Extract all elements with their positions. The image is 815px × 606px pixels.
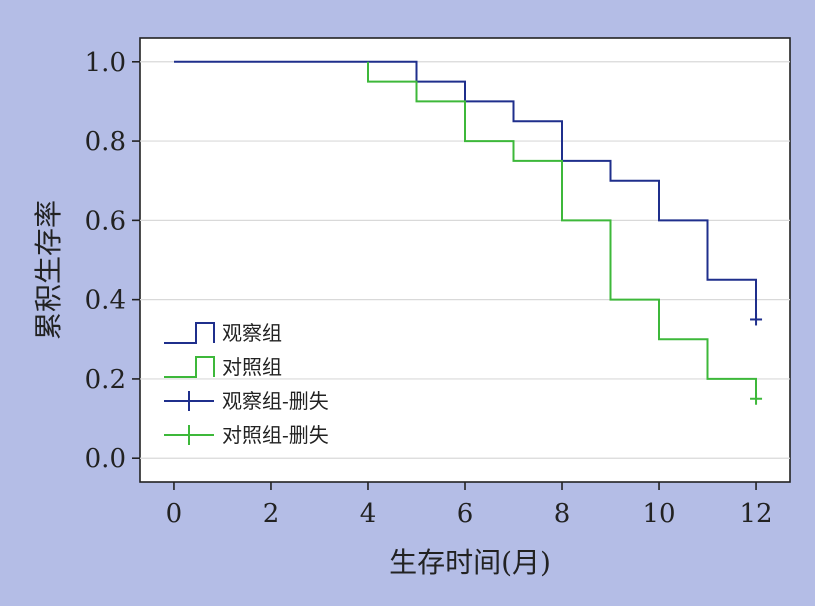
x-tick-label: 4 bbox=[360, 499, 377, 529]
y-tick-label: 0.6 bbox=[85, 206, 126, 236]
x-tick-label: 8 bbox=[554, 499, 571, 529]
series-line bbox=[367, 61, 757, 399]
y-tick-label: 0.8 bbox=[85, 127, 126, 157]
x-tick-label: 0 bbox=[166, 499, 183, 529]
legend-symbol-step bbox=[164, 356, 215, 378]
legend-label: 观察组-删失 bbox=[222, 389, 329, 413]
y-tick-label: 1.0 bbox=[85, 48, 126, 78]
y-tick-label: 0.2 bbox=[85, 365, 126, 395]
x-tick-label: 10 bbox=[642, 499, 675, 529]
x-tick-label: 12 bbox=[739, 499, 772, 529]
y-tick-label: 0.0 bbox=[85, 444, 126, 474]
axes: 0.0 0.2 0.4 0.6 0.8 1.0 0 2 4 6 8 10 12 bbox=[85, 48, 773, 529]
legend-label: 对照组 bbox=[222, 355, 282, 379]
x-tick-label: 2 bbox=[263, 499, 280, 529]
legend-label: 对照组-删失 bbox=[222, 423, 329, 447]
legend-symbol-step bbox=[164, 322, 215, 344]
y-tick-label: 0.4 bbox=[85, 286, 126, 316]
series-layer bbox=[174, 60, 763, 405]
x-axis-title: 生存时间(月) bbox=[389, 546, 551, 579]
legend-label: 观察组 bbox=[222, 321, 282, 345]
x-tick-label: 6 bbox=[457, 499, 474, 529]
y-axis-title: 累积生存率 bbox=[32, 200, 65, 340]
